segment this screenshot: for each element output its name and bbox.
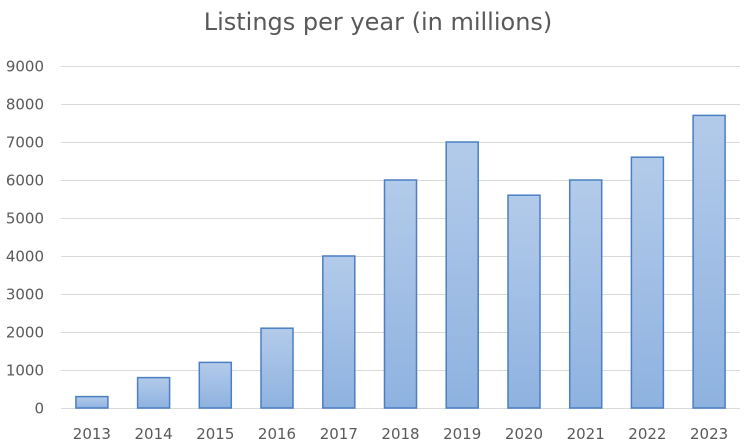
x-tick-label-2023: 2023: [690, 425, 728, 443]
bar-2021: [568, 179, 603, 409]
bar-2013: [75, 395, 109, 409]
y-tick-label-4000: 4000: [6, 248, 44, 266]
x-tick-label-2017: 2017: [320, 425, 358, 443]
y-tick-label-0: 0: [34, 400, 44, 418]
x-tick-label-2015: 2015: [196, 425, 234, 443]
y-tick-label-8000: 8000: [6, 96, 44, 114]
x-tick-label-2022: 2022: [628, 425, 666, 443]
bar-2017: [322, 255, 356, 409]
x-axis-tick-labels: 2013 2014 2015 2016 2017 2018 2019 2020 2021 2022…: [73, 425, 728, 443]
y-tick-label-3000: 3000: [6, 286, 44, 304]
y-tick-label-5000: 5000: [6, 210, 44, 228]
y-tick-label-6000: 6000: [6, 172, 44, 190]
x-tick-label-2013: 2013: [73, 425, 111, 443]
bar-2022: [630, 156, 665, 409]
bars: [75, 114, 726, 409]
x-tick-label-2014: 2014: [135, 425, 173, 443]
x-tick-label-2021: 2021: [567, 425, 605, 443]
bar-2016: [260, 327, 294, 409]
y-axis-tick-labels: 0 1000 2000 3000 4000 5000 6000 7000 8000 9000: [6, 58, 44, 418]
bar-2014: [136, 376, 171, 409]
y-tick-label-9000: 9000: [6, 58, 44, 76]
chart-title: Listings per year (in millions): [204, 8, 553, 36]
x-tick-label-2019: 2019: [443, 425, 481, 443]
bar-2018: [383, 179, 418, 409]
bar-2020: [507, 194, 541, 409]
bar-2015: [198, 361, 233, 409]
x-tick-label-2018: 2018: [381, 425, 419, 443]
x-tick-label-2016: 2016: [258, 425, 296, 443]
bar-2023: [692, 114, 726, 409]
y-tick-label-2000: 2000: [6, 324, 44, 342]
bar-2019: [445, 141, 479, 409]
y-tick-label-7000: 7000: [6, 134, 44, 152]
x-tick-label-2020: 2020: [505, 425, 543, 443]
y-tick-label-1000: 1000: [6, 362, 44, 380]
